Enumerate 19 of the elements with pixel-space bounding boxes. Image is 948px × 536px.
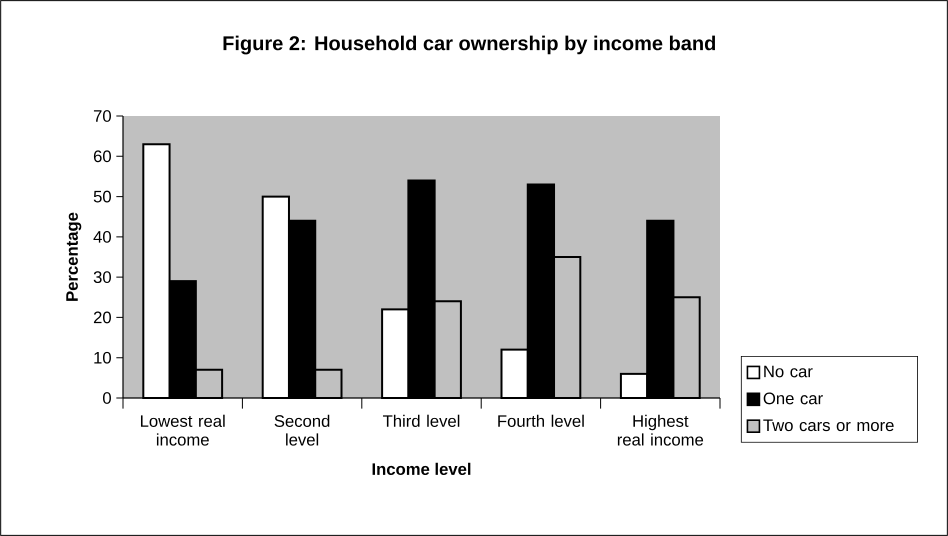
x-axis-title: Income level	[372, 462, 470, 476]
y-tick-label: 70	[94, 110, 111, 122]
chart-title: Figure 2: Household car ownership by income band	[224, 36, 716, 54]
x-tick-label: Highest real income	[618, 414, 704, 446]
x-tick-label: Third level	[382, 414, 460, 427]
y-tick-label: 50	[94, 190, 111, 202]
legend-label: Two cars or more	[763, 419, 894, 432]
y-tick-label: 10	[94, 352, 111, 364]
x-tick-label: Second level	[274, 414, 330, 446]
legend-label: No car	[764, 366, 813, 378]
y-tick-label: 60	[94, 150, 111, 162]
y-tick-label: 40	[93, 230, 111, 243]
y-axis-title: Percentage	[66, 212, 82, 301]
y-tick-label: 20	[94, 312, 111, 324]
y-tick-label: 30	[94, 271, 111, 284]
x-tick-label: Fourth level	[498, 414, 584, 427]
legend-label: One car	[764, 392, 823, 404]
x-tick-label: Lowest real income	[140, 414, 225, 446]
y-tick-label: 0	[103, 392, 111, 404]
